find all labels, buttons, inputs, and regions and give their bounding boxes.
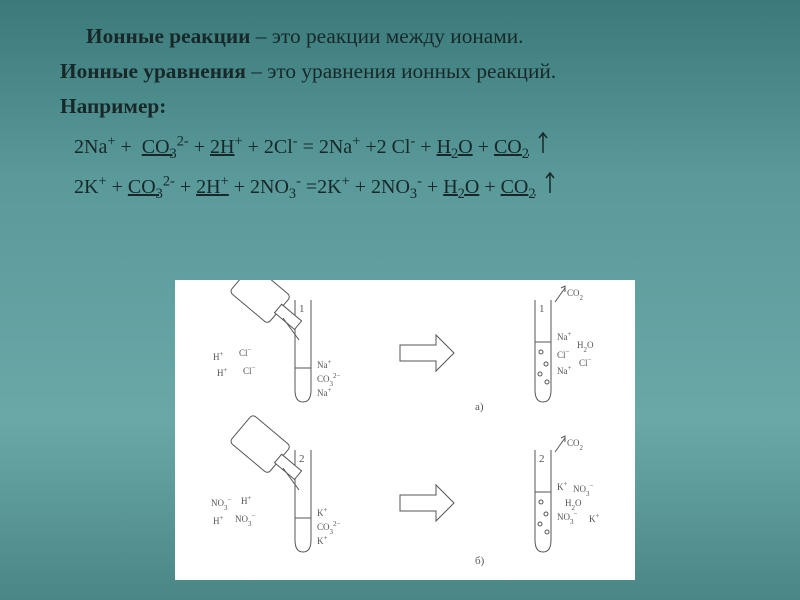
- gas-arrow-icon: [545, 171, 555, 195]
- svg-text:Cl−: Cl−: [557, 348, 570, 360]
- svg-text:NO3−: NO3−: [573, 482, 594, 498]
- sub-bold: Ионные уравнения: [60, 59, 246, 83]
- diagram-label-a: a): [475, 401, 484, 413]
- example-label: Например:: [60, 94, 764, 119]
- gas-arrow-icon: [538, 131, 548, 155]
- svg-text:K+: K+: [589, 512, 600, 524]
- tube-label-1: 1: [299, 303, 305, 315]
- reaction-diagram: 1 H+ Cl− H+ Cl− Na+ CO32− Na+: [175, 280, 635, 580]
- svg-text:H+: H+: [241, 494, 252, 506]
- title-bold: Ионные реакции: [86, 24, 250, 48]
- svg-text:Cl−: Cl−: [239, 346, 252, 358]
- tube-label-2r: 2: [539, 453, 545, 465]
- title-rest: – это реакции между ионами.: [250, 24, 523, 48]
- title-line: Ионные реакции – это реакции между ионам…: [60, 24, 764, 49]
- svg-text:NO3−: NO3−: [235, 512, 256, 528]
- svg-text:K+: K+: [317, 534, 328, 546]
- svg-text:K+: K+: [557, 480, 568, 492]
- svg-text:Na+: Na+: [557, 330, 572, 342]
- svg-text:H2O: H2O: [577, 340, 594, 354]
- equation-2: 2K+ + CO32- + 2H+ + 2NO3- =2K+ + 2NO3- +…: [74, 169, 764, 203]
- svg-text:Na+: Na+: [557, 364, 572, 376]
- svg-text:H+: H+: [217, 366, 228, 378]
- svg-text:H+: H+: [213, 350, 224, 362]
- tube-label-2: 2: [299, 453, 305, 465]
- svg-text:NO3−: NO3−: [211, 496, 232, 512]
- sub-rest: – это уравнения ионных реакций.: [246, 59, 556, 83]
- svg-text:Na+: Na+: [317, 358, 332, 370]
- equation-1: 2Na+ + CO32- + 2H+ + 2Cl- = 2Na+ +2 Cl- …: [74, 129, 764, 163]
- svg-text:Cl−: Cl−: [579, 356, 592, 368]
- subtitle-line: Ионные уравнения – это уравнения ионных …: [60, 59, 764, 84]
- svg-text:NO3−: NO3−: [557, 510, 578, 526]
- svg-text:CO2: CO2: [567, 288, 584, 302]
- svg-text:K+: K+: [317, 506, 328, 518]
- tube-label-1r: 1: [539, 303, 545, 315]
- svg-text:CO2: CO2: [567, 438, 584, 452]
- diagram-label-b: б): [475, 555, 485, 567]
- svg-text:Cl−: Cl−: [243, 364, 256, 376]
- svg-text:Na+: Na+: [317, 386, 332, 398]
- svg-text:H+: H+: [213, 514, 224, 526]
- svg-text:CO32−: CO32−: [317, 520, 341, 536]
